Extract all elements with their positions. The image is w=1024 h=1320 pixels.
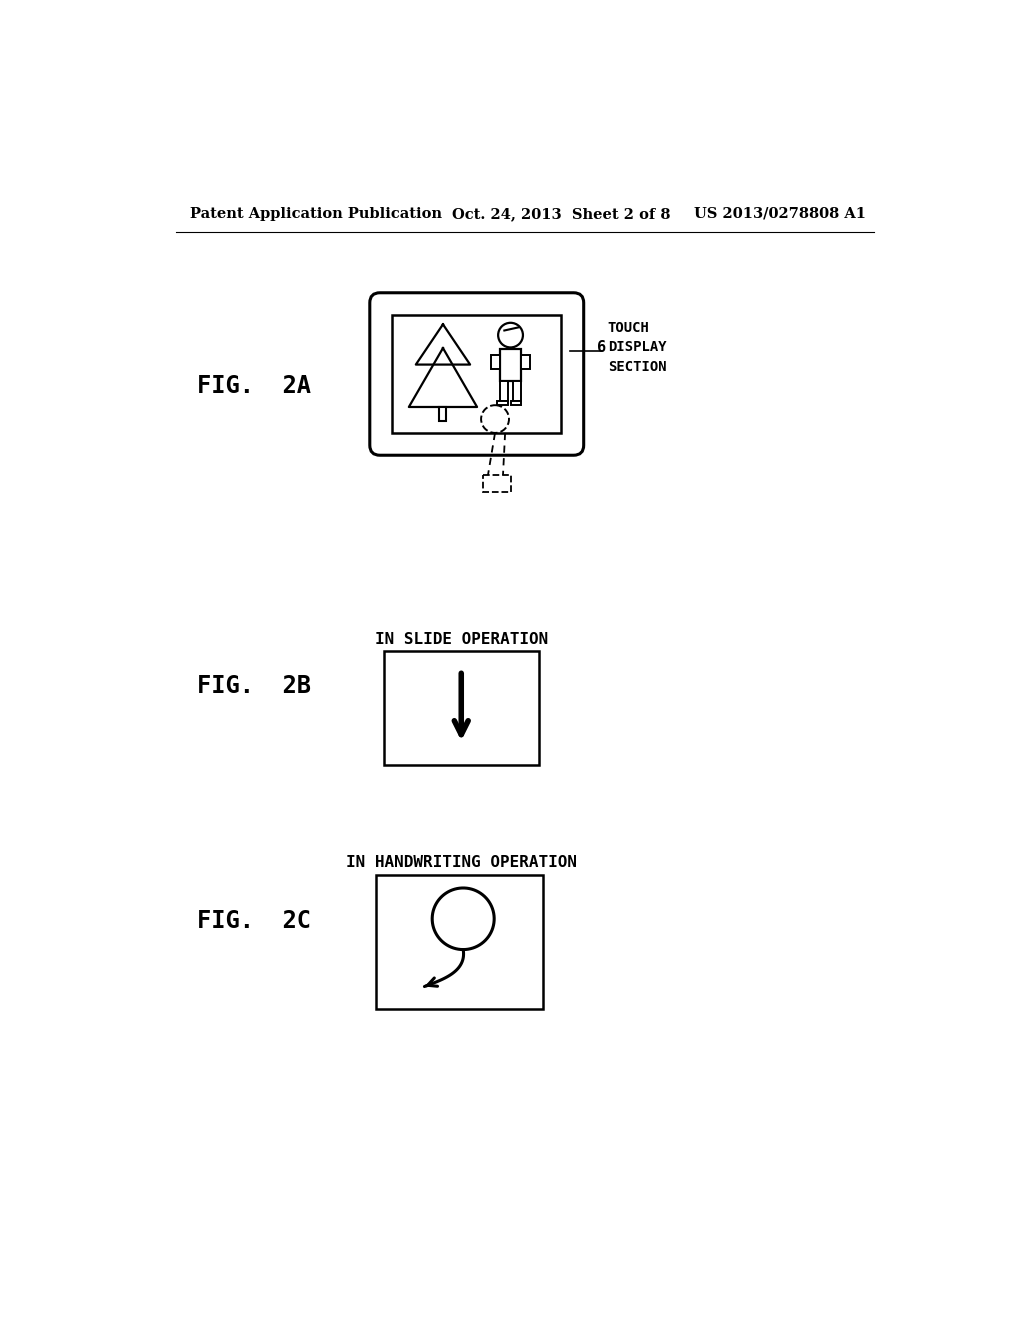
Bar [492,355,500,370]
Text: IN HANDWRITING OPERATION: IN HANDWRITING OPERATION [346,855,577,870]
Bar [513,381,521,400]
Text: FIG.  2A: FIG. 2A [197,374,310,397]
Bar [511,400,521,405]
Bar [439,407,446,421]
Text: IN SLIDE OPERATION: IN SLIDE OPERATION [375,632,548,647]
Bar [500,381,508,400]
FancyBboxPatch shape [370,293,584,455]
Text: US 2013/0278808 A1: US 2013/0278808 A1 [693,207,865,220]
Text: 6: 6 [597,339,606,355]
Bar [376,874,543,1010]
Bar [500,348,521,381]
Bar [483,475,511,492]
Bar [392,315,561,433]
Bar [521,355,529,370]
Bar [384,651,539,766]
Text: Oct. 24, 2013  Sheet 2 of 8: Oct. 24, 2013 Sheet 2 of 8 [452,207,671,220]
Bar [498,400,508,405]
Text: FIG.  2C: FIG. 2C [197,908,310,933]
Text: TOUCH
DISPLAY
SECTION: TOUCH DISPLAY SECTION [607,321,667,374]
Text: Patent Application Publication: Patent Application Publication [190,207,442,220]
Text: FIG.  2B: FIG. 2B [197,673,310,698]
